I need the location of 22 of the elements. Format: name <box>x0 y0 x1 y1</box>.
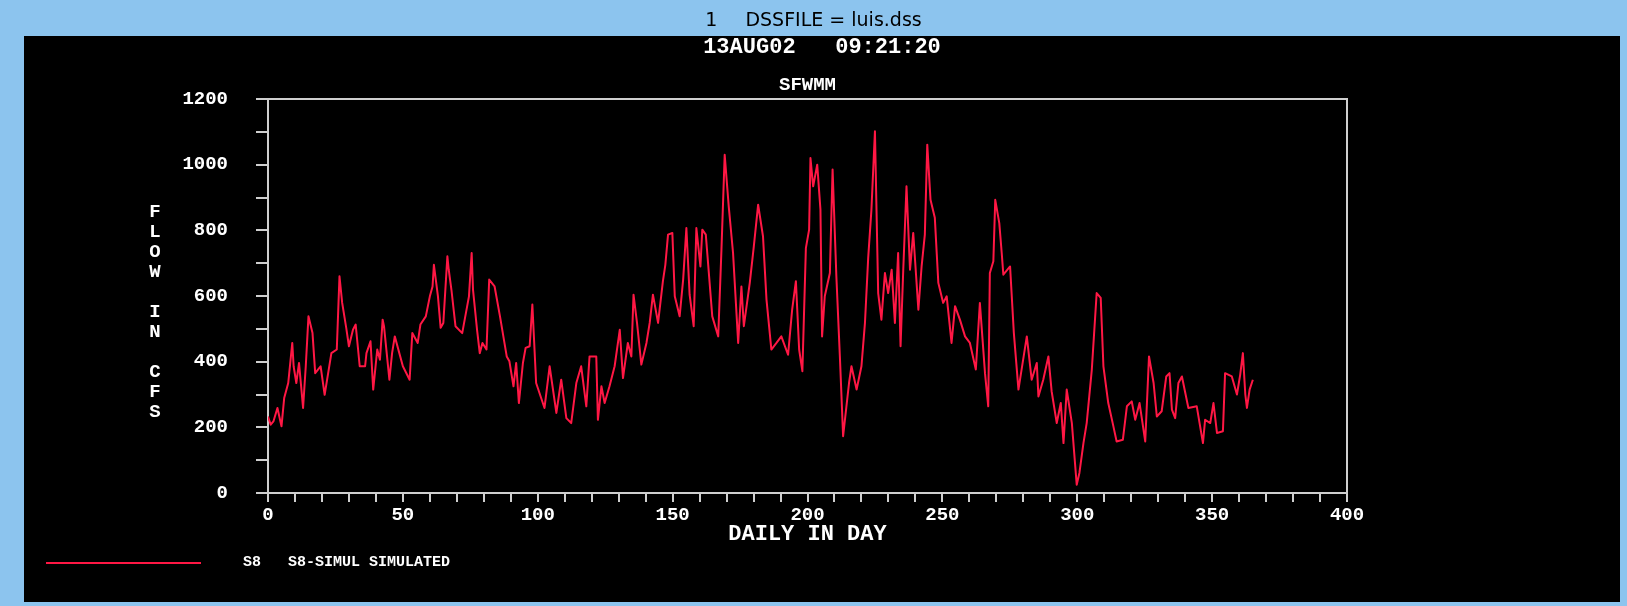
x-tick-label: 250 <box>925 504 960 527</box>
y-tick-label: 0 <box>216 481 228 504</box>
x-tick-label: 100 <box>520 504 555 527</box>
x-tick-label: 350 <box>1195 504 1230 527</box>
y-tick-label: 800 <box>193 219 228 242</box>
y-tick-label: 400 <box>193 350 228 373</box>
y-tick-label: 200 <box>193 416 228 439</box>
chart-title: SFWMM <box>778 74 837 96</box>
x-tick-label: 300 <box>1060 504 1095 527</box>
y-tick-label: 600 <box>193 284 228 307</box>
text: DSSFILE = luis.dss <box>745 8 922 30</box>
y-tick-label: 1000 <box>182 153 228 176</box>
x-axis-title: DAILY IN DAY <box>728 522 887 547</box>
x-tick-label: 50 <box>391 504 415 527</box>
y-tick-label: 1200 <box>182 87 228 110</box>
text: 1 <box>705 8 718 30</box>
y-axis-title: FLOW IN CFS <box>144 201 166 421</box>
text: S8 S8-SIMUL SIMULATED <box>243 554 451 571</box>
chart-subtitle: 13AUG02 09:21:20 <box>702 35 942 60</box>
x-tick-label: 0 <box>262 504 274 527</box>
x-tick-label: 400 <box>1329 504 1365 527</box>
x-tick-label: 150 <box>655 504 690 527</box>
